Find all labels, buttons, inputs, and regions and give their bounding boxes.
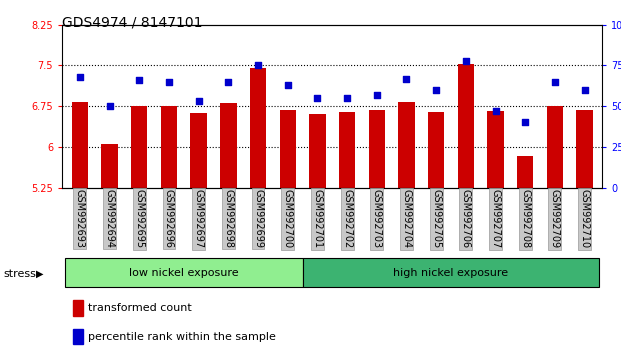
- Text: GSM992696: GSM992696: [164, 189, 174, 248]
- Text: GSM992704: GSM992704: [401, 189, 412, 248]
- Text: GSM992702: GSM992702: [342, 189, 352, 248]
- Point: [283, 82, 292, 88]
- Bar: [131, 105, 147, 188]
- Point: [253, 63, 263, 68]
- Text: transformed count: transformed count: [88, 303, 192, 313]
- Bar: [309, 114, 325, 188]
- Text: ▶: ▶: [36, 269, 43, 279]
- Point: [520, 120, 530, 125]
- Bar: [369, 110, 385, 188]
- Text: percentile rank within the sample: percentile rank within the sample: [88, 332, 276, 342]
- Text: GSM992697: GSM992697: [194, 189, 204, 248]
- Bar: [339, 112, 355, 188]
- Point: [312, 95, 322, 101]
- Text: GSM992706: GSM992706: [461, 189, 471, 248]
- Text: high nickel exposure: high nickel exposure: [394, 268, 509, 278]
- Text: GSM992695: GSM992695: [134, 189, 144, 248]
- Bar: [65, 258, 302, 287]
- Text: GSM992707: GSM992707: [491, 189, 501, 248]
- Text: stress: stress: [3, 269, 36, 279]
- Bar: [73, 329, 83, 344]
- Text: GSM992708: GSM992708: [520, 189, 530, 248]
- Text: GSM992698: GSM992698: [224, 189, 233, 248]
- Point: [402, 76, 412, 81]
- Bar: [279, 110, 296, 188]
- Bar: [398, 102, 415, 188]
- Text: GSM992709: GSM992709: [550, 189, 560, 248]
- Bar: [576, 110, 592, 188]
- Bar: [73, 300, 83, 316]
- Text: GSM992694: GSM992694: [104, 189, 115, 248]
- Text: GSM992701: GSM992701: [312, 189, 322, 248]
- Bar: [458, 64, 474, 188]
- Text: GDS4974 / 8147101: GDS4974 / 8147101: [62, 16, 202, 30]
- Bar: [546, 105, 563, 188]
- Point: [491, 108, 501, 114]
- Bar: [72, 102, 88, 188]
- Point: [164, 79, 174, 85]
- Bar: [220, 103, 237, 188]
- Bar: [250, 68, 266, 188]
- Text: low nickel exposure: low nickel exposure: [129, 268, 238, 278]
- Text: GSM992700: GSM992700: [283, 189, 292, 248]
- Bar: [487, 111, 504, 188]
- Point: [579, 87, 589, 93]
- Bar: [302, 258, 599, 287]
- Text: GSM992705: GSM992705: [431, 189, 441, 248]
- Text: GSM992710: GSM992710: [579, 189, 589, 248]
- Bar: [517, 156, 533, 188]
- Point: [431, 87, 441, 93]
- Point: [342, 95, 352, 101]
- Point: [372, 92, 382, 98]
- Point: [104, 103, 114, 109]
- Point: [134, 77, 144, 83]
- Text: GSM992699: GSM992699: [253, 189, 263, 248]
- Point: [224, 79, 233, 85]
- Point: [194, 98, 204, 104]
- Bar: [428, 112, 444, 188]
- Point: [75, 74, 85, 80]
- Bar: [101, 144, 118, 188]
- Point: [550, 79, 560, 85]
- Text: GSM992693: GSM992693: [75, 189, 85, 248]
- Text: GSM992703: GSM992703: [372, 189, 382, 248]
- Bar: [161, 106, 177, 188]
- Point: [461, 58, 471, 63]
- Bar: [191, 113, 207, 188]
